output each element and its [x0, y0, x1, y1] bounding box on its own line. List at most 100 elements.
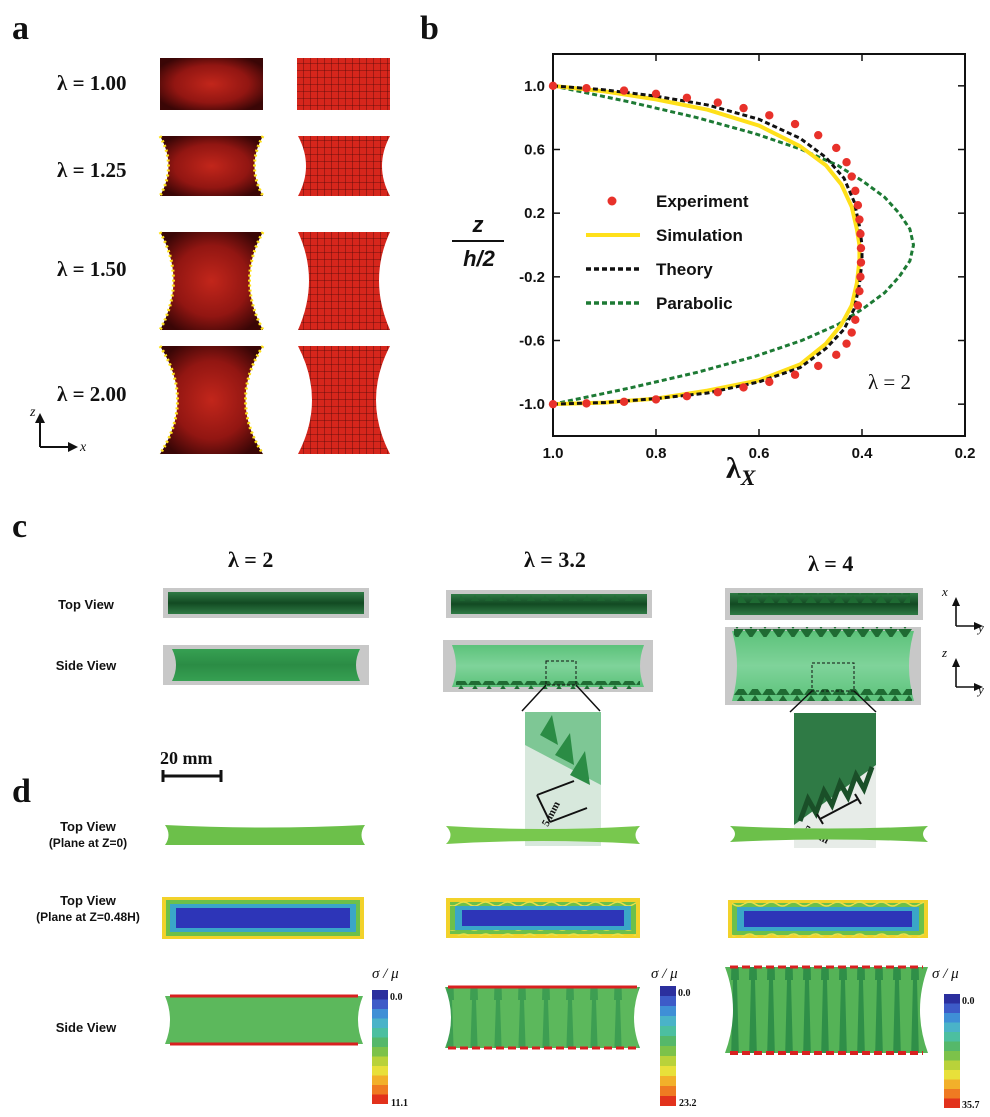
c-top-lambda4	[725, 588, 923, 620]
d-side-lambda2	[165, 994, 363, 1046]
colorbar-band	[372, 999, 388, 1010]
experiment-point	[847, 328, 856, 337]
colorbar-label-2: σ / μ	[651, 966, 678, 982]
x-tick-label: 0.8	[646, 445, 667, 462]
experiment-point	[851, 315, 860, 325]
colorbar-band	[660, 1036, 676, 1047]
zoom-lines-2	[789, 690, 877, 713]
experiment-point	[548, 81, 558, 91]
colorbar-band	[944, 1089, 960, 1099]
scale-bar-label: 20 mm	[160, 748, 213, 768]
simulation-line	[552, 83, 862, 407]
exp-specimen-2	[158, 135, 265, 197]
c-side-lambda32	[443, 640, 653, 692]
c-side-lambda2	[163, 645, 369, 685]
colorbar-label-1: σ / μ	[372, 966, 399, 982]
x-tick-label: 0.6	[749, 445, 770, 462]
axis-x-label: x	[80, 440, 87, 455]
c-lambda-1: λ = 2	[228, 547, 274, 572]
lambda-label-2: λ = 1.25	[57, 158, 127, 182]
c-inset-lambda32	[525, 712, 601, 846]
legend-label-theory: Theory	[656, 260, 713, 279]
colorbar-band	[944, 1051, 960, 1061]
axis-z-label: z	[30, 405, 36, 420]
chart-annotation: λ = 2	[868, 370, 912, 394]
d-side-lambda32	[445, 985, 640, 1050]
colorbar-band	[944, 1032, 960, 1042]
parabolic-line	[552, 84, 915, 406]
colorbar-3-min: 0.0	[962, 996, 975, 1007]
experiment-point	[855, 286, 864, 296]
x-tick-label: 0.4	[852, 445, 874, 462]
c-row-top-view: Top View	[58, 597, 114, 612]
c-axis-z: z	[942, 645, 948, 660]
c-top-lambda2	[163, 588, 369, 618]
experiment-point	[853, 201, 863, 210]
colorbar-band	[660, 1076, 676, 1087]
experiment-point	[619, 86, 629, 95]
colorbar-1-min: 0.0	[390, 992, 403, 1003]
y-tick-label: -0.6	[519, 333, 545, 350]
d-row1: Top View (Plane at Z=0)	[18, 818, 158, 852]
experiment-point	[856, 243, 866, 253]
legend-label-parabolic: Parabolic	[656, 294, 733, 313]
experiment-point	[842, 339, 851, 348]
panel-label-a: a	[12, 10, 29, 47]
d-row1-line2: (Plane at Z=0)	[48, 836, 128, 850]
experiment-point	[856, 272, 865, 282]
colorbar-band	[944, 1098, 960, 1108]
colorbar-band	[372, 1028, 388, 1038]
colorbar-1-max: 11.1	[391, 1098, 408, 1109]
legend-label-simulation: Simulation	[656, 226, 743, 245]
d-top-z048-lambda2	[162, 897, 364, 939]
colorbar-2-max: 23.2	[679, 1098, 697, 1109]
colorbar-band	[372, 1018, 388, 1029]
colorbar-band	[944, 1070, 960, 1080]
c-axis-x: x	[942, 584, 948, 599]
c-axis-y2: y	[978, 682, 984, 697]
colorbar-label-3: σ / μ	[932, 966, 959, 982]
colorbar-band	[944, 1003, 960, 1014]
legend-swatch-experiment	[607, 196, 617, 206]
colorbar-3-max: 35.7	[962, 1100, 980, 1111]
panel-label-c: c	[12, 508, 28, 545]
experiment-point	[739, 103, 748, 113]
colorbar-band	[660, 996, 676, 1007]
sim-specimen-4	[298, 346, 390, 454]
exp-specimen-4	[158, 345, 265, 455]
y-tick-label: -0.2	[519, 269, 545, 286]
d-row2: Top View (Plane at Z=0.48H)	[12, 892, 164, 926]
experiment-point	[847, 172, 856, 181]
experiment-point	[582, 84, 591, 93]
colorbar-band	[944, 1060, 960, 1071]
colorbar-band	[660, 1046, 676, 1057]
experiment-point	[853, 301, 863, 310]
experiment-point	[619, 397, 629, 406]
y-tick-label: 1.0	[524, 78, 545, 95]
colorbar-band	[660, 1056, 676, 1067]
sim-specimen-3	[298, 232, 390, 330]
experiment-point	[790, 370, 800, 379]
panel-a-figures	[158, 58, 390, 455]
colorbar-band	[660, 1016, 676, 1027]
axes-zx-icon	[35, 413, 78, 452]
colorbar-band	[660, 1026, 676, 1037]
d-row3: Side View	[55, 1020, 117, 1035]
experiment-point	[842, 158, 851, 167]
experiment-point	[856, 229, 865, 239]
experiment-point	[855, 215, 864, 224]
c-inset-lambda4	[794, 713, 876, 848]
colorbar-band	[944, 994, 960, 1004]
lambda-label-1: λ = 1.00	[57, 71, 127, 95]
xlabel-sub: X	[740, 465, 756, 490]
panel-d-simulations	[162, 825, 928, 1055]
ylabel-numerator: z	[472, 212, 484, 237]
colorbar-band	[372, 1047, 388, 1057]
colorbar-band	[660, 1066, 676, 1077]
c-side-lambda4	[725, 627, 921, 705]
colorbar-band	[660, 986, 676, 997]
colorbar-band	[372, 990, 388, 1000]
sim-specimen-1	[297, 58, 390, 110]
ylabel-denominator: h/2	[463, 246, 495, 271]
d-top-z0-lambda4	[730, 826, 928, 842]
